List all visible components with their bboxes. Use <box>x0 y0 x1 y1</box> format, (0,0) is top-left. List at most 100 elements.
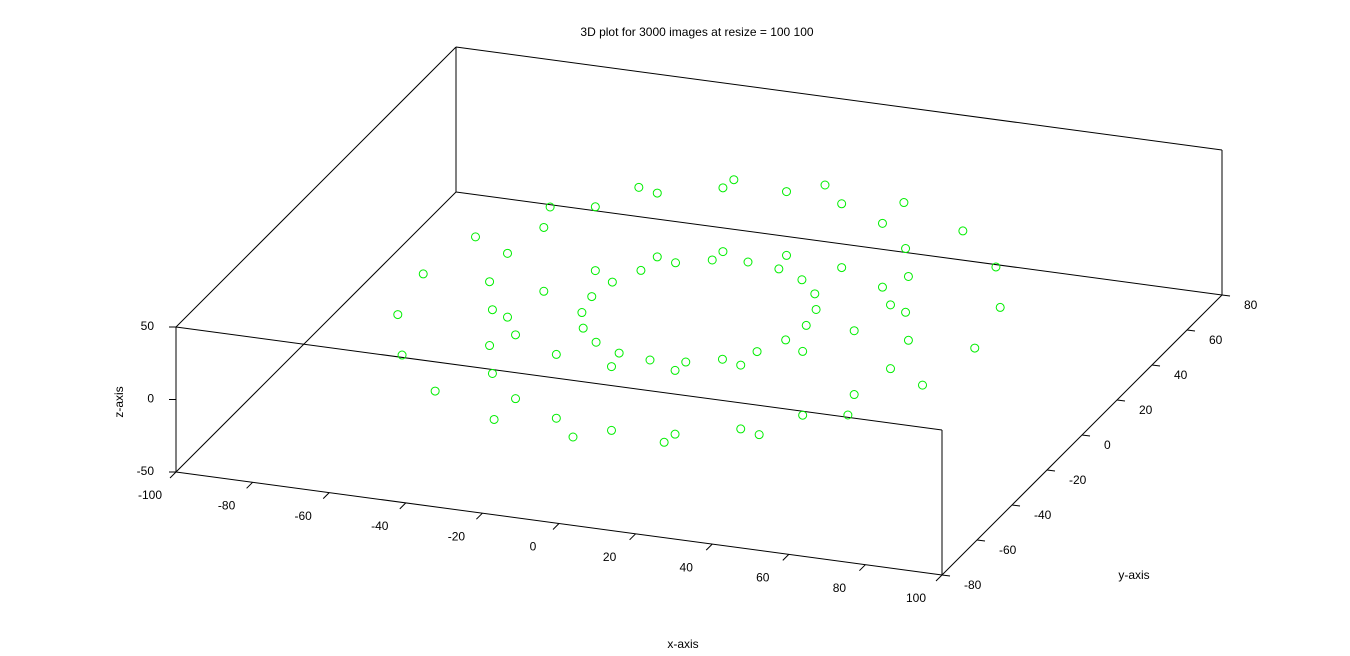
x-tick-label: -40 <box>371 519 389 533</box>
z-tick-label: 0 <box>147 392 154 406</box>
point <box>849 390 859 400</box>
y-tick <box>1081 434 1091 437</box>
point <box>811 304 821 314</box>
point <box>743 257 753 267</box>
point <box>652 252 662 262</box>
point <box>551 349 561 359</box>
x-tick <box>705 543 713 551</box>
x-tick-label: -100 <box>138 488 162 502</box>
point <box>607 277 617 287</box>
box-edge <box>175 326 943 431</box>
point <box>503 312 512 322</box>
point <box>607 425 616 435</box>
point <box>877 218 887 228</box>
x-tick <box>246 481 253 489</box>
z-axis-label: z-axis <box>112 386 126 417</box>
point <box>659 437 669 447</box>
point <box>798 346 808 356</box>
x-tick <box>552 523 560 530</box>
y-tick <box>941 574 951 577</box>
y-tick <box>1186 329 1196 332</box>
point <box>636 265 646 275</box>
point <box>418 269 428 279</box>
y-tick-label: 20 <box>1139 403 1153 417</box>
y-tick <box>1046 469 1056 472</box>
chart-title: 3D plot for 3000 images at resize = 100 … <box>580 25 813 39</box>
point <box>487 368 497 378</box>
y-tick <box>1221 294 1231 297</box>
point <box>837 263 847 273</box>
point <box>774 264 784 274</box>
y-tick <box>1011 504 1021 507</box>
box-edge <box>175 46 457 328</box>
point <box>681 357 691 367</box>
x-tick <box>322 492 330 499</box>
point <box>485 277 495 287</box>
point <box>511 394 521 404</box>
point <box>393 310 403 320</box>
point <box>578 323 588 333</box>
point <box>485 341 495 351</box>
point <box>798 410 808 420</box>
x-tick-label: -60 <box>295 509 313 523</box>
point <box>849 326 859 336</box>
point <box>729 175 739 185</box>
point <box>430 386 440 396</box>
x-tick-label: 60 <box>756 571 770 585</box>
y-tick <box>1116 399 1126 402</box>
point <box>736 424 746 434</box>
point <box>918 380 928 390</box>
point <box>970 343 980 353</box>
point <box>487 305 497 315</box>
y-tick <box>1151 364 1161 367</box>
y-axis-label: y-axis <box>1118 568 1149 582</box>
point <box>736 360 746 370</box>
x-tick <box>782 554 790 561</box>
point <box>781 335 791 345</box>
point <box>590 202 600 212</box>
point <box>671 258 681 268</box>
point <box>551 413 561 423</box>
y-tick-label: -40 <box>1034 508 1052 522</box>
point <box>587 292 597 302</box>
point <box>837 199 847 209</box>
z-tick-label: 50 <box>141 319 155 333</box>
point <box>591 337 601 347</box>
point <box>797 275 807 285</box>
x-tick-label: 0 <box>530 540 537 554</box>
y-tick-label: -20 <box>1069 473 1087 487</box>
point <box>901 244 911 254</box>
point <box>718 247 728 257</box>
point <box>810 289 820 299</box>
x-tick-label: -80 <box>218 498 236 512</box>
point <box>782 187 791 197</box>
x-tick <box>859 564 866 572</box>
box-edge <box>175 191 457 473</box>
point <box>801 320 811 330</box>
point <box>470 232 480 242</box>
box-edge <box>455 46 1223 151</box>
box-edge <box>455 191 1223 296</box>
point <box>539 286 549 296</box>
point <box>718 183 728 193</box>
point <box>991 262 1001 272</box>
point <box>634 182 644 192</box>
y-tick-label: 60 <box>1209 333 1223 347</box>
point <box>652 188 662 198</box>
point <box>577 308 587 318</box>
point <box>670 429 680 439</box>
point <box>843 410 853 420</box>
z-tick-label: -50 <box>137 464 155 478</box>
point <box>539 222 549 232</box>
x-tick-label: 40 <box>680 560 694 574</box>
y-tick-label: -80 <box>964 578 982 592</box>
point <box>903 271 913 281</box>
x-tick-label: 20 <box>603 550 617 564</box>
x-tick-label: 100 <box>906 591 926 605</box>
x-tick-label: 80 <box>833 581 847 595</box>
point <box>899 198 909 208</box>
point <box>886 300 895 310</box>
point <box>886 364 895 374</box>
x-tick-label: -20 <box>448 529 466 543</box>
